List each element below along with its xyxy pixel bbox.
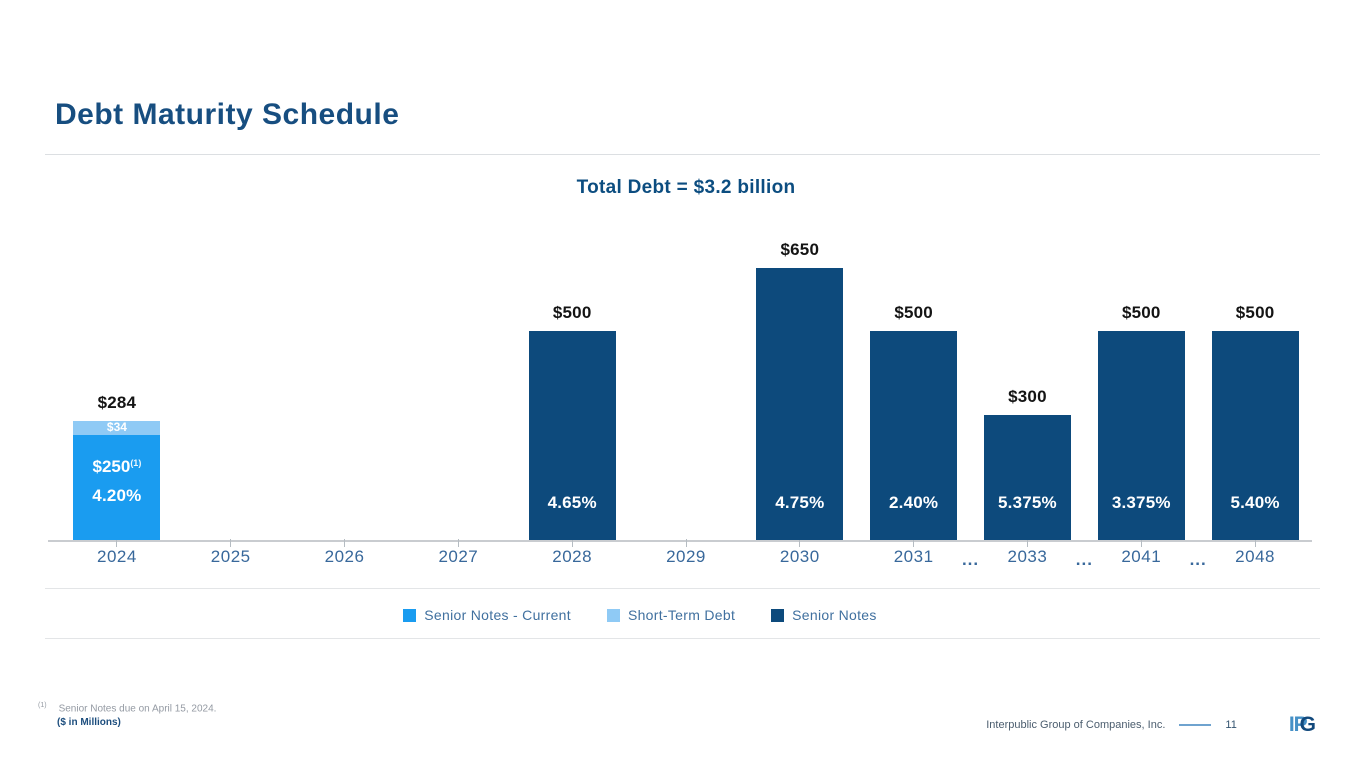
axis-tick bbox=[230, 539, 232, 547]
bar-2031: 2.40% bbox=[870, 330, 958, 540]
bar-rate-label-2031: 2.40% bbox=[889, 493, 939, 512]
footer: Interpublic Group of Companies, Inc. 11 … bbox=[986, 713, 1316, 736]
legend-label-short-term-debt: Short-Term Debt bbox=[627, 607, 736, 623]
x-axis-label-2031: 2031 bbox=[893, 547, 934, 566]
x-axis-ellipsis: ... bbox=[1075, 550, 1093, 569]
bar-rate-label-2033: 5.375% bbox=[998, 493, 1057, 512]
axis-tick bbox=[457, 539, 459, 547]
axis-tick bbox=[116, 539, 118, 547]
bar-rate-label-2028: 4.65% bbox=[547, 493, 597, 512]
bar-total-label-2031: $500 bbox=[894, 302, 933, 322]
legend-label-senior-notes: Senior Notes bbox=[792, 607, 877, 623]
title-divider bbox=[45, 154, 1320, 155]
bar-2024: 4.20% $250(1) $34 bbox=[73, 420, 161, 540]
footer-divider-line bbox=[1179, 723, 1212, 726]
chart-legend: Senior Notes - Current Short-Term Debt Sen… bbox=[60, 602, 1220, 628]
axis-tick bbox=[1026, 539, 1028, 547]
ipg-logo: IPG bbox=[1288, 713, 1316, 736]
x-axis-label-2026: 2026 bbox=[324, 547, 365, 566]
legend-swatch-short-term-debt bbox=[606, 608, 620, 622]
bar-2048: 5.40% bbox=[1211, 330, 1299, 540]
bar-total-label-2030: $650 bbox=[780, 240, 820, 260]
page-title: Debt Maturity Schedule bbox=[55, 98, 400, 131]
chart-title: Total Debt = $3.2 billion bbox=[576, 177, 796, 198]
bar-2030: 4.75% bbox=[756, 268, 844, 540]
x-axis-label-2025: 2025 bbox=[210, 547, 251, 566]
axis-tick bbox=[344, 539, 346, 547]
legend-swatch-senior-notes bbox=[771, 608, 785, 622]
bar-2028: 4.65% bbox=[528, 330, 616, 540]
x-axis-ellipsis: ... bbox=[1189, 550, 1207, 569]
bar-2041: 3.375% bbox=[1097, 330, 1185, 540]
legend-swatch-senior-notes-current bbox=[403, 608, 417, 622]
bar-segment-senior-notes-current bbox=[73, 435, 161, 540]
axis-tick bbox=[685, 539, 687, 547]
x-axis-label-2024: 2024 bbox=[96, 547, 137, 566]
bar-segment-senior-notes bbox=[1097, 330, 1185, 540]
footnote-marker: (1) bbox=[38, 702, 47, 709]
legend-divider-top bbox=[45, 588, 1320, 589]
footnote: (1) Senior Notes due on April 15, 2024. bbox=[38, 702, 216, 714]
axis-tick bbox=[1140, 539, 1142, 547]
bar-amount-label-senior-notes-current: $250(1) bbox=[92, 457, 142, 477]
bar-total-label-2048: $500 bbox=[1235, 302, 1275, 322]
legend-item-senior-notes-current: Senior Notes - Current bbox=[403, 607, 571, 623]
bar-segment-senior-notes bbox=[528, 330, 616, 540]
bar-segment-senior-notes bbox=[870, 330, 958, 540]
x-axis-label-2030: 2030 bbox=[779, 547, 820, 566]
bar-total-label-2024: $284 bbox=[97, 393, 137, 413]
axis-tick bbox=[799, 539, 801, 547]
axis-tick bbox=[913, 539, 915, 547]
x-axis-label-2033: 2033 bbox=[1007, 547, 1048, 566]
footer-company-name: Interpublic Group of Companies, Inc. bbox=[986, 718, 1166, 731]
x-axis-label-2029: 2029 bbox=[666, 547, 706, 566]
x-axis-label-2048: 2048 bbox=[1235, 547, 1275, 566]
bar-rate-label-2041: 3.375% bbox=[1111, 493, 1171, 512]
x-axis-label-2041: 2041 bbox=[1121, 547, 1162, 566]
units-note: ($ in Millions) bbox=[57, 717, 121, 728]
bar-rate-label-2048: 5.40% bbox=[1230, 493, 1280, 512]
x-axis-label-2027: 2027 bbox=[438, 547, 479, 566]
bar-total-label-2028: $500 bbox=[552, 302, 592, 322]
bar-total-label-2041: $500 bbox=[1121, 302, 1161, 322]
axis-tick bbox=[1254, 539, 1256, 547]
bar-segment-senior-notes bbox=[1211, 330, 1299, 540]
amount-superscript: (1) bbox=[130, 457, 142, 468]
legend-divider-bottom bbox=[45, 638, 1320, 639]
bar-segment-short-term-debt bbox=[73, 421, 161, 436]
x-axis-label-2028: 2028 bbox=[552, 547, 593, 566]
bar-rate-label-2024: 4.20% bbox=[92, 486, 142, 505]
bar-segment-senior-notes bbox=[756, 268, 844, 540]
bar-rate-label-2030: 4.75% bbox=[775, 493, 825, 512]
legend-label-senior-notes-current: Senior Notes - Current bbox=[424, 607, 571, 623]
legend-item-senior-notes: Senior Notes bbox=[771, 607, 877, 623]
axis-tick bbox=[571, 539, 573, 547]
x-axis-line bbox=[48, 540, 1312, 542]
bar-total-label-2033: $300 bbox=[1008, 386, 1047, 406]
bar-2033: 5.375% bbox=[983, 414, 1071, 540]
x-axis-ellipsis: ... bbox=[961, 550, 980, 569]
ipg-logo-g: G bbox=[1299, 713, 1316, 736]
legend-item-short-term-debt: Short-Term Debt bbox=[606, 607, 736, 623]
ipg-logo-ip: IP bbox=[1288, 713, 1308, 736]
footnote-text: Senior Notes due on April 15, 2024. bbox=[58, 703, 217, 715]
bar-segment-senior-notes bbox=[983, 414, 1071, 540]
plot-area: 2024 4.20% $250(1) $34 $284 2025 2026 2027 2028 4… bbox=[48, 220, 1312, 569]
bar-amount-label-short-term-debt: $34 bbox=[106, 420, 127, 435]
page-number: 11 bbox=[1225, 718, 1237, 731]
